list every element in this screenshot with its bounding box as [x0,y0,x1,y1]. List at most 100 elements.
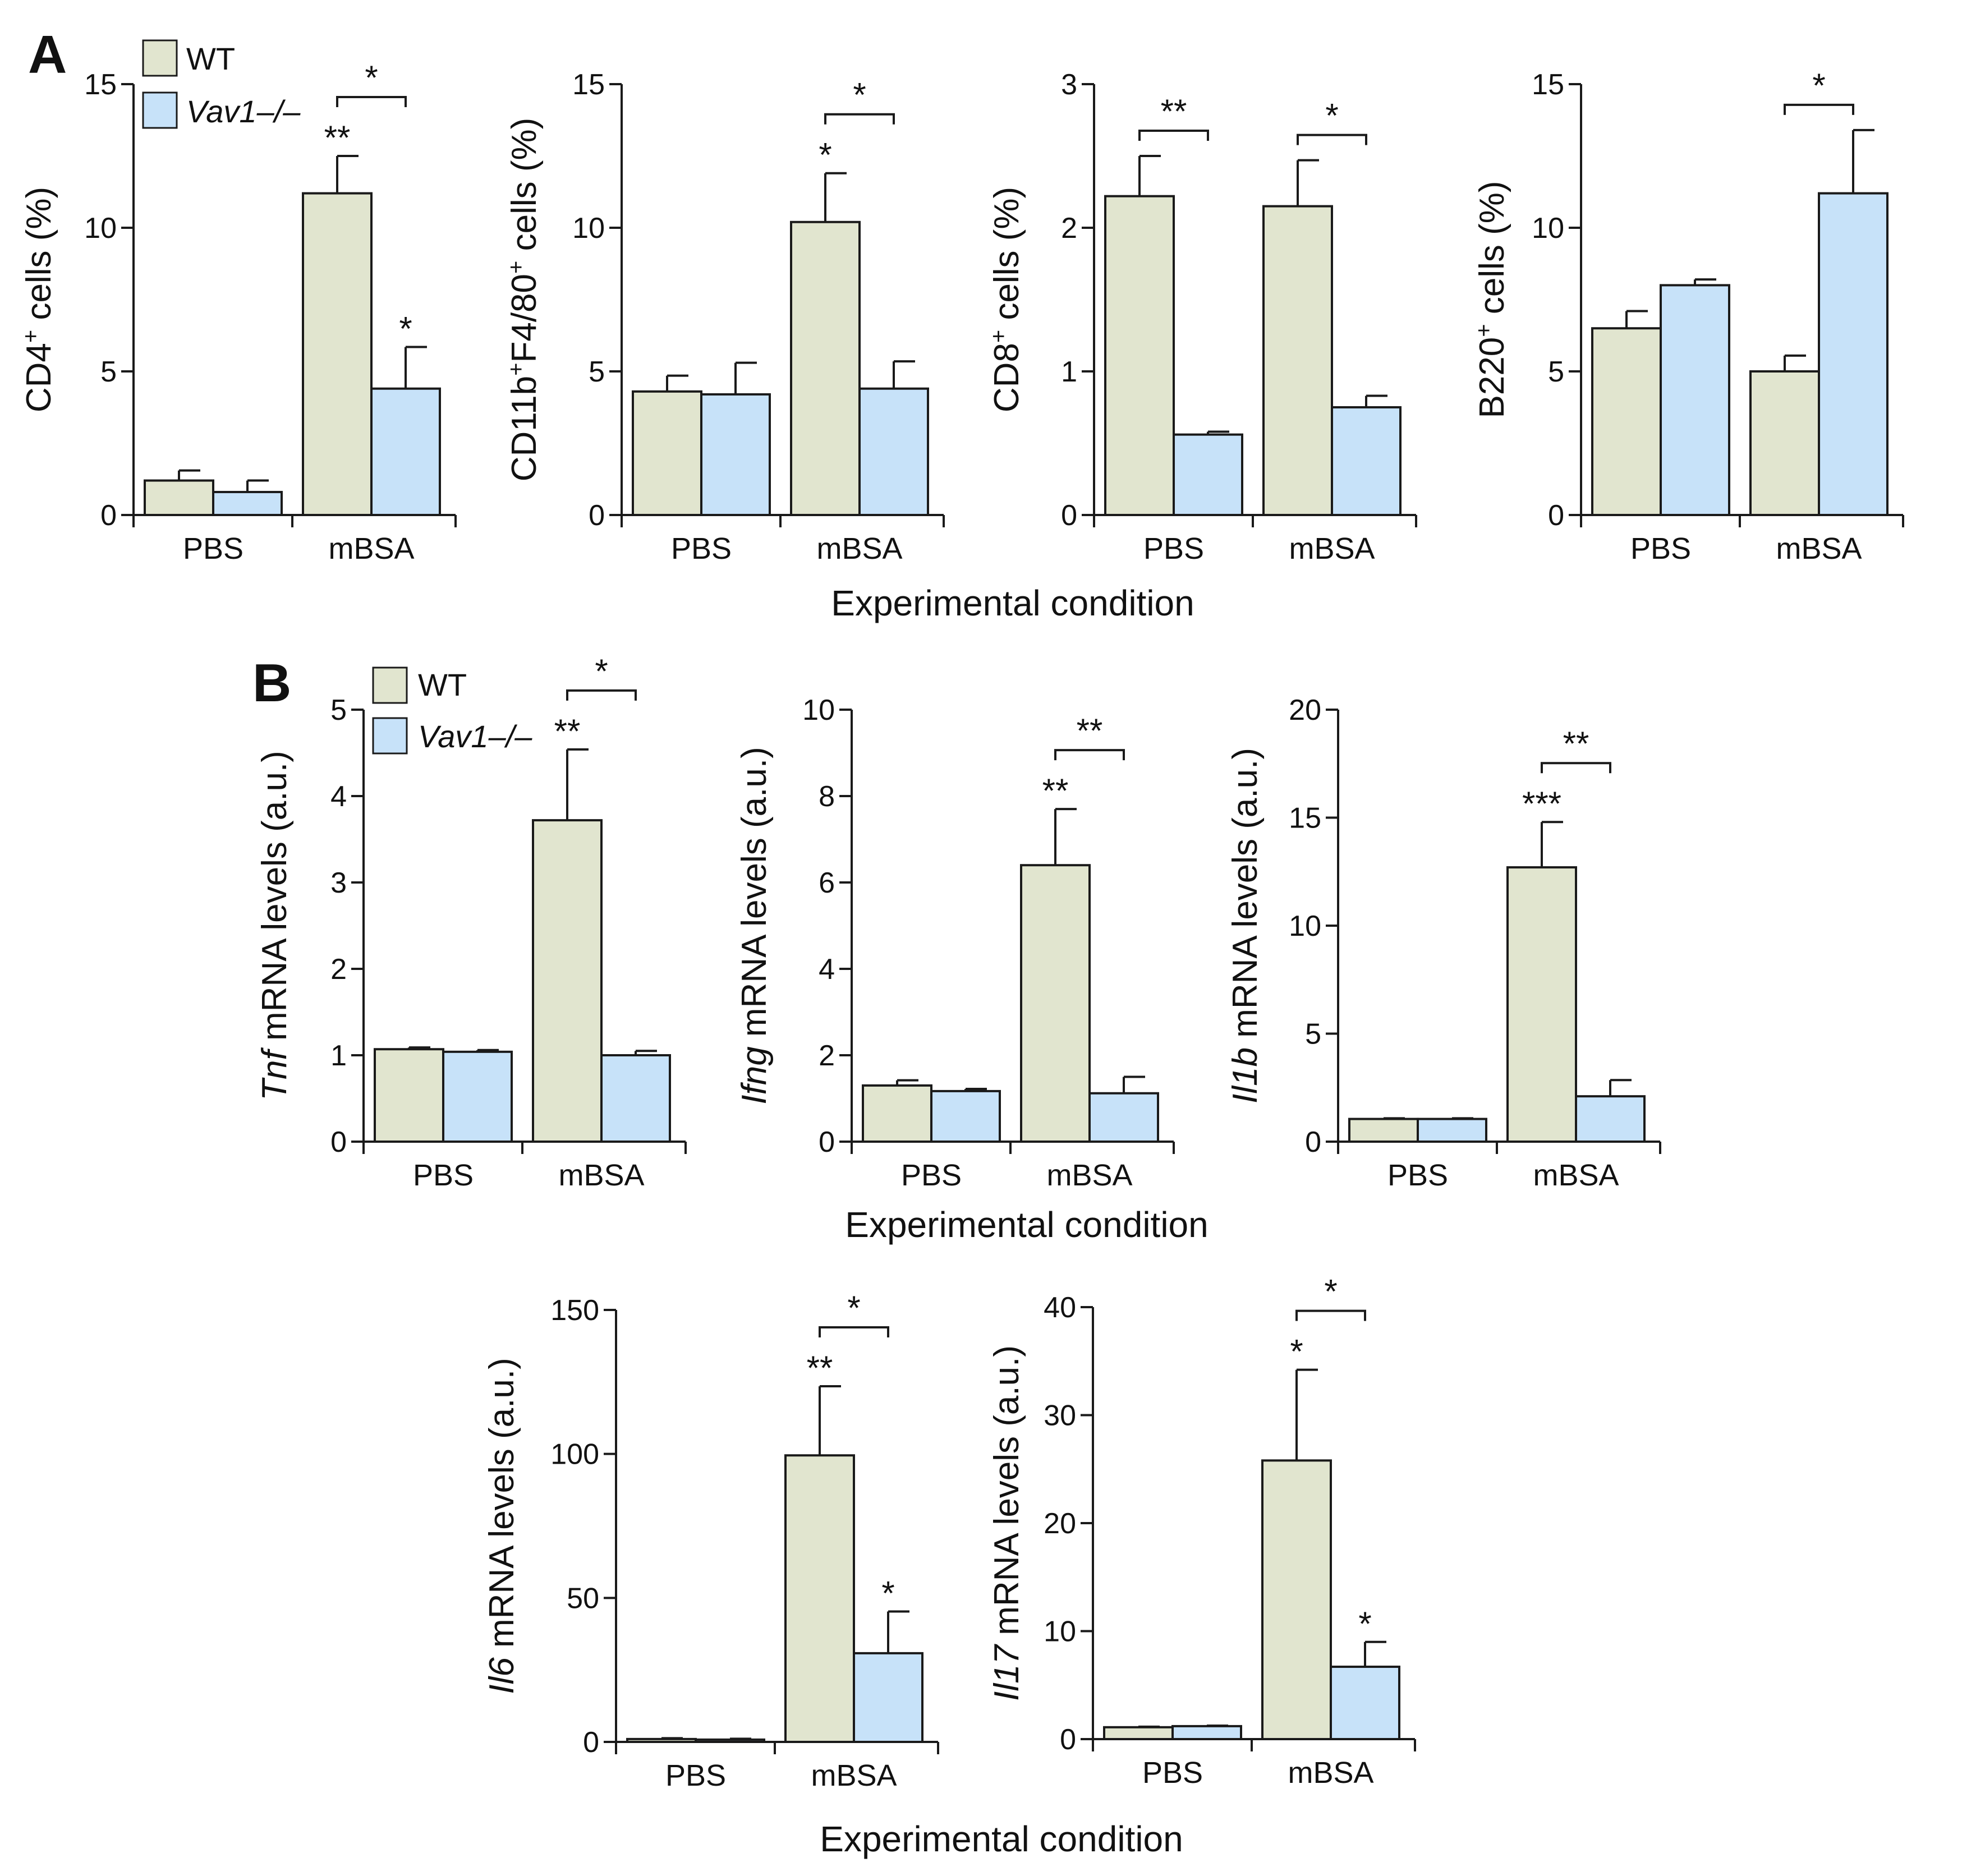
chart-il17: 0 10 20 30 40 PBS * * mBSA * Il17 mRNA levels (a.u… [987,1273,1416,1790]
y-tick-label: 0 [1060,1723,1076,1756]
chart-tnf: 0 1 2 3 4 5 PBS ** mBSA * Tnf mRNA levels (a.u.) [255,652,687,1192]
bracket-label: * [1324,1273,1337,1311]
comparison-bracket [1295,1309,1366,1321]
y-tick-label: 150 [550,1294,599,1327]
y-tick-label: 0 [589,499,605,532]
y-tick-label: 0 [330,1126,347,1158]
y-tick-label: 0 [1061,499,1077,532]
y-label-text: mRNA levels (a.u.) [483,1358,521,1657]
x-category-label: PBS [901,1158,962,1192]
y-axis-label: Il1b mRNA levels (a.u.) [1226,748,1265,1103]
bar-il6-mBSA-ko [853,1652,923,1743]
bar-ifng-PBS-ko [930,1089,1001,1143]
x-category-label: mBSA [1533,1158,1619,1192]
y-tick-label: 20 [1044,1507,1076,1540]
bar-ifng-PBS-wt [862,1084,932,1143]
y-axis-label: Il17 mRNA levels (a.u.) [987,1345,1026,1701]
x-category-label: PBS [1143,532,1204,565]
y-axis-label: Ifng mRNA levels (a.u.) [735,747,774,1104]
bar-cd4-PBS-ko [212,491,283,516]
y-label-text: mRNA levels (a.u.) [735,747,774,1046]
y-tick-label: 0 [583,1726,599,1759]
significance-star: * [1290,1333,1303,1371]
y-label-marker2: F4/80 [505,274,544,363]
x-category-label: PBS [183,532,243,565]
y-tick-label: 6 [819,867,835,899]
y-axis-label: Tnf mRNA levels (a.u.) [255,751,294,1101]
y-label-sup2: + [504,261,529,274]
y-tick-label: 15 [84,68,117,101]
significance-star: ** [324,119,351,157]
legend-b-wt-swatch [372,666,408,704]
y-tick-label: 8 [819,780,835,813]
bracket-label: ** [1077,712,1103,750]
y-label-marker: CD8 [987,343,1026,412]
bar-b220-PBS-wt [1591,327,1662,516]
comparison-bracket [1541,762,1611,774]
bar-il6-PBS-ko [695,1738,765,1743]
y-label-sup: + [19,330,43,343]
bar-cd11b-PBS-wt [632,390,702,517]
y-tick-label: 10 [802,694,835,727]
bar-cd8-PBS-wt [1104,195,1175,516]
y-label-gene: Il1b [1226,1047,1265,1103]
panel-label-b: B [252,653,291,713]
x-category-label: PBS [671,532,732,565]
bar-cd4-mBSA-wt [302,192,373,516]
significance-star: * [399,310,412,347]
y-axis-label: CD8+ cells (%) [986,187,1026,412]
bar-b220-mBSA-wt [1749,370,1820,516]
x-category-label: PBS [1387,1158,1448,1192]
y-tick-label: 4 [330,780,347,813]
bar-il1b-mBSA-ko [1575,1095,1646,1143]
y-label-gene: Il6 [483,1657,521,1694]
legend-b-wt-label: WT [418,667,467,702]
x-category-label: PBS [413,1158,474,1192]
comparison-bracket [819,1326,889,1338]
legend-a-wt-label: WT [186,41,235,76]
y-tick-label: 5 [589,356,605,388]
significance-star: * [881,1574,894,1612]
bar-il17-PBS-ko [1171,1725,1242,1740]
chart-b220: 0 5 10 15 PBS mBSA * B220+ cells (%) [1472,67,1904,565]
bar-cd4-mBSA-ko [370,387,441,516]
bracket-label: * [1325,97,1338,135]
bar-b220-mBSA-ko [1818,192,1889,516]
bar-tnf-PBS-wt [374,1048,444,1143]
bar-il1b-mBSA-wt [1506,866,1577,1143]
y-tick-label: 15 [572,68,605,101]
bar-cd8-PBS-ko [1173,433,1243,517]
y-tick-label: 0 [100,499,117,532]
y-axis-label: CD4+ cells (%) [19,187,58,412]
bracket-label: * [365,59,378,96]
y-label-sup: + [986,330,1011,343]
x-category-label: mBSA [816,532,902,565]
comparison-bracket [566,689,637,701]
bar-tnf-mBSA-ko [600,1054,671,1143]
y-tick-label: 10 [1289,910,1321,942]
x-category-label: mBSA [1289,532,1375,565]
comparison-bracket [824,113,895,125]
y-tick-label: 2 [1061,212,1077,245]
significance-star: ** [1042,772,1069,810]
legend-a-ko-label: Vav1–/– [186,94,301,129]
y-tick-label: 0 [819,1126,835,1158]
bar-cd8-mBSA-wt [1262,205,1333,517]
y-tick-label: 100 [550,1438,599,1471]
panel-label-a: A [28,25,67,85]
x-category-label: mBSA [328,532,414,565]
y-label-text: mRNA levels (a.u.) [1226,748,1265,1047]
y-tick-label: 5 [330,694,347,727]
y-label-text: mRNA levels (a.u.) [987,1345,1026,1645]
y-tick-label: 10 [84,212,117,245]
significance-star: *** [1522,785,1561,822]
chart-il1b: 0 5 10 15 20 PBS *** mBSA ** Il1b mRNA levels (a.… [1226,694,1661,1192]
significance-star: ** [554,712,581,750]
x-category-label: PBS [1630,532,1691,565]
y-label-gene: Il17 [987,1644,1026,1701]
y-tick-label: 2 [330,953,347,986]
chart-ifng: 0 2 4 6 8 10 PBS ** mBSA ** Ifng mRNA levels (a.u.… [735,694,1175,1192]
